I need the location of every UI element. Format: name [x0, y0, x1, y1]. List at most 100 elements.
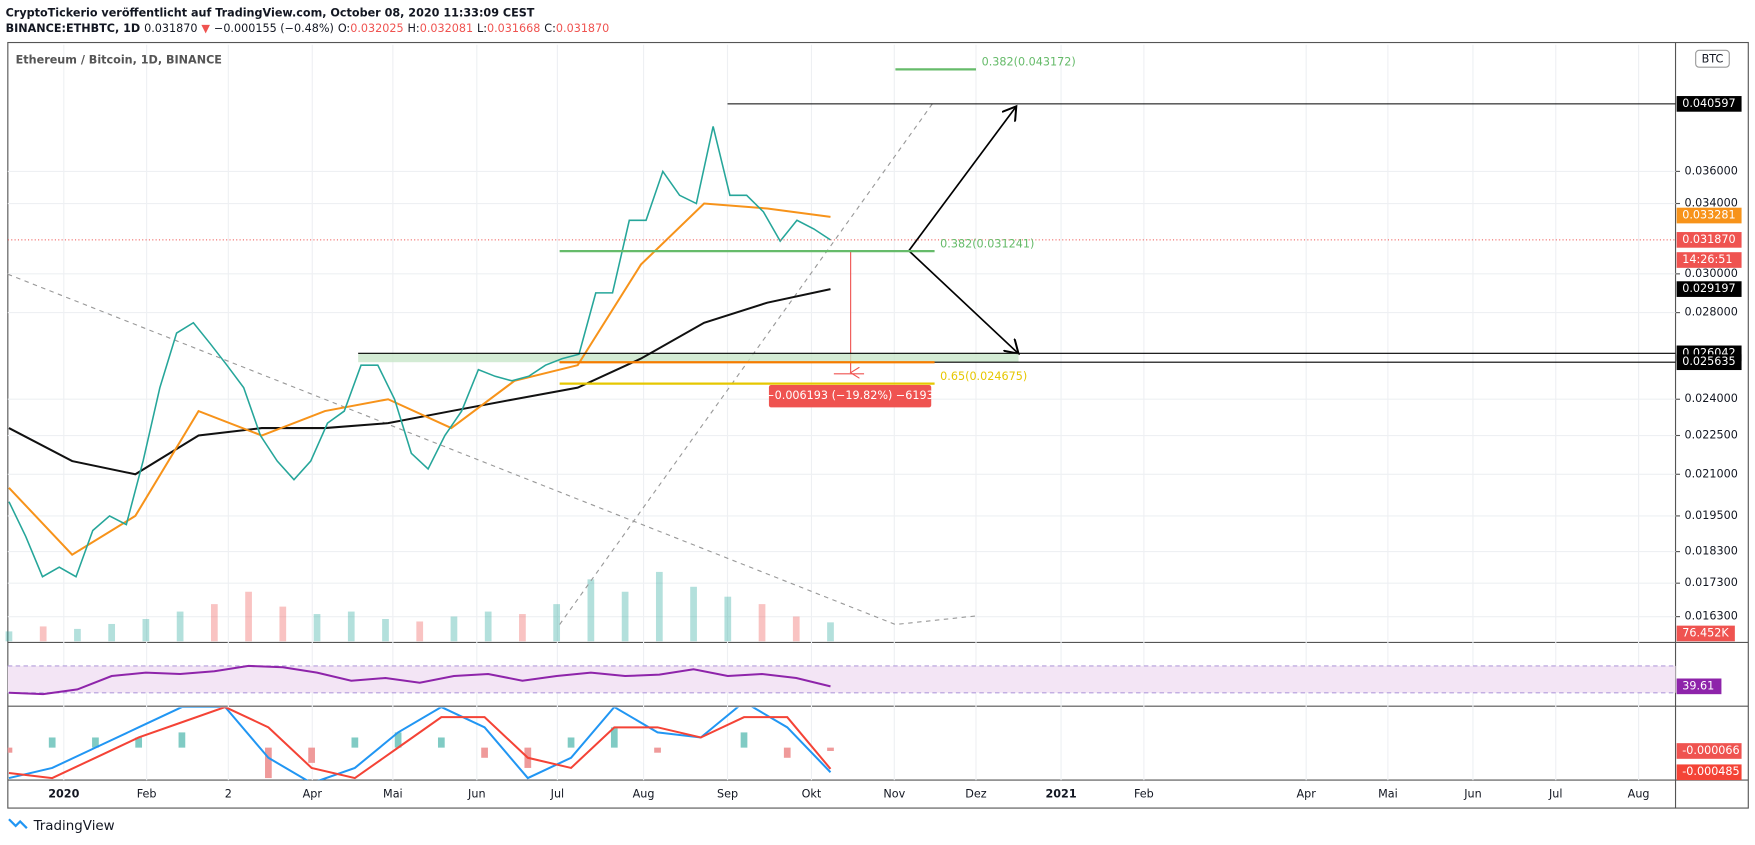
- measure-box: [768, 385, 932, 408]
- macd-hist: [48, 737, 56, 748]
- macd-line: [8, 707, 832, 781]
- price-badge-bg: [1676, 354, 1742, 371]
- y-tick-label: 0.024000: [1684, 392, 1737, 405]
- rsi-line: [8, 664, 831, 696]
- macd-hist: [135, 737, 143, 748]
- y-tick-label: 0.017300: [1684, 576, 1737, 589]
- volume-bar: [484, 611, 492, 642]
- countdown-badge-text: 14:26:51: [1682, 253, 1732, 266]
- published: CryptoTickerio veröffentlicht auf Tradin…: [6, 6, 535, 19]
- price-badge-bg: [1676, 207, 1742, 224]
- x-tick-label: Jul: [550, 788, 565, 801]
- x-tick-label: Mai: [383, 788, 403, 801]
- high: 0.032081: [420, 22, 473, 35]
- x-tick-label: Mai: [1378, 788, 1398, 801]
- macd-badge: -0.000485: [1682, 765, 1739, 778]
- currency-box: [1695, 49, 1730, 68]
- volume-bar: [827, 622, 834, 642]
- macd-hist: [394, 732, 402, 748]
- macd-hist: [265, 747, 272, 779]
- volume-bar: [74, 628, 81, 642]
- rsi-badge-bg: [1676, 678, 1722, 695]
- volume-bar: [5, 631, 13, 642]
- legend: Ethereum / Bitcoin, 1D, BINANCE: [16, 53, 222, 66]
- fib-label: 0.382(0.031241): [940, 237, 1034, 250]
- arrow-up: [908, 106, 1016, 252]
- x-tick-label: Apr: [1296, 788, 1316, 801]
- macd-pane: [7, 707, 834, 781]
- y-tick-label: 0.034000: [1684, 197, 1737, 210]
- currency: BTC: [1702, 52, 1724, 65]
- y-tick-label: 0.030000: [1684, 267, 1737, 280]
- volume-bar: [587, 579, 595, 642]
- countdown-badge-bg: [1676, 252, 1742, 268]
- macd-hist: [308, 747, 315, 763]
- volume-bar: [142, 619, 150, 642]
- frame: [7, 41, 1749, 809]
- x-tick-label: Feb: [137, 788, 157, 801]
- y-tick-label: 0.028000: [1684, 306, 1737, 319]
- logo: [8, 818, 28, 830]
- published-line: CryptoTickerio veröffentlicht auf Tradin…: [6, 6, 535, 19]
- price-badge-bg: [1676, 96, 1742, 112]
- rsi-pane: [7, 664, 1676, 696]
- last: 0.031870: [144, 22, 197, 35]
- price-badge: 0.033281: [1676, 207, 1742, 224]
- symbol: BINANCE:ETHBTC, 1D: [6, 22, 141, 35]
- macd-hist: [740, 732, 748, 748]
- measure-label: −0.006193 (−19.82%) −6193: [765, 389, 933, 402]
- macd-hist: [178, 732, 186, 748]
- grid: [7, 44, 1676, 781]
- x-tick-label: Dez: [965, 788, 986, 801]
- fib-label: 0.65(0.024675): [940, 370, 1027, 383]
- volume-bar: [792, 616, 800, 642]
- volume-bar: [416, 621, 424, 642]
- volume-bar: [553, 604, 561, 642]
- price-badge-text: 0.033281: [1682, 209, 1735, 222]
- change: −0.000155 (−0.48%): [214, 22, 334, 35]
- o-label: O:: [338, 22, 350, 35]
- volume-badge-bg: [1676, 625, 1735, 642]
- macd-badge-bg: [1676, 764, 1742, 781]
- volume-bar: [724, 596, 732, 642]
- volume-bars: [5, 571, 834, 642]
- price-badge-text: 0.031870: [1682, 233, 1735, 246]
- volume-bar: [450, 616, 458, 642]
- signal-line: [8, 707, 832, 780]
- y-tick-label: 0.019500: [1684, 509, 1737, 522]
- volume-bar: [347, 611, 355, 642]
- price-badge-text: 0.040597: [1682, 97, 1735, 110]
- volume-bar: [210, 604, 218, 642]
- price-badge-text: 0.025635: [1682, 355, 1735, 368]
- fib-label: 0.382(0.043172): [982, 56, 1076, 69]
- macd-hist-badge: -0.000066: [1682, 744, 1739, 757]
- volume-bar: [690, 586, 697, 642]
- x-tick-label: Jul: [1548, 788, 1563, 801]
- price-badge-bg: [1676, 232, 1742, 248]
- y-tick-label: 0.021000: [1684, 467, 1737, 480]
- volume-bar: [279, 606, 287, 642]
- x-tick-label: Feb: [1134, 788, 1154, 801]
- countdown-badge: 14:26:51: [1676, 252, 1742, 268]
- drawings: [7, 68, 1676, 626]
- price-badge: 0.025635: [1676, 354, 1742, 371]
- ma-slow: [8, 288, 831, 476]
- price-badge: 0.040597: [1676, 96, 1742, 112]
- volume-bar: [245, 591, 252, 642]
- trend-line: [7, 273, 980, 626]
- price-badge: 0.029197: [1676, 281, 1742, 297]
- arrow-down: [908, 250, 1019, 354]
- x-tick-label: 2: [225, 788, 232, 801]
- arrow: ▼: [201, 22, 210, 35]
- y-tick-label: 0.036000: [1684, 164, 1737, 177]
- volume-bar: [519, 614, 526, 642]
- x-tick-label: Aug: [1628, 788, 1650, 801]
- volume-bar: [655, 571, 663, 642]
- x-tick-label: 2021: [1045, 788, 1076, 801]
- x-tick-label: Apr: [303, 788, 323, 801]
- macd-hist: [7, 747, 13, 753]
- macd-hist: [610, 727, 618, 748]
- open: 0.032025: [350, 22, 403, 35]
- price-badge: 0.031870: [1676, 232, 1742, 248]
- x-tick-label: Sep: [717, 788, 738, 801]
